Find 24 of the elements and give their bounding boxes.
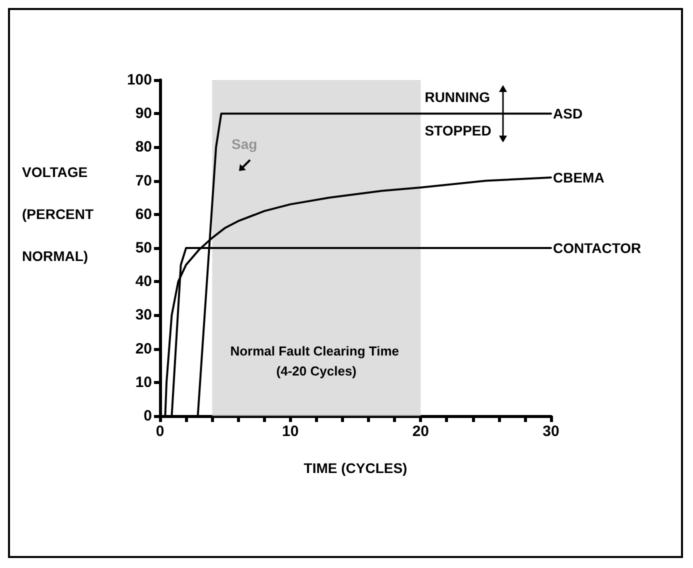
x-tick-label: 10 bbox=[282, 423, 299, 440]
x-tick-label: 30 bbox=[542, 423, 560, 440]
y-tick-label: 0 bbox=[144, 408, 152, 424]
band-label: Normal Fault Clearing Time (4-20 Cycles) bbox=[230, 344, 403, 378]
y-tick-label: 100 bbox=[126, 72, 152, 88]
y-tick-label: 50 bbox=[135, 240, 152, 256]
annotation: STOPPED bbox=[424, 122, 492, 138]
series-label: CONTACTOR bbox=[553, 240, 642, 256]
text: VOLTAGE (PERCENT NORMAL) bbox=[22, 164, 94, 264]
y-tick-label: 90 bbox=[135, 105, 152, 122]
x-tick-label: 20 bbox=[412, 423, 430, 440]
series-label: CBEMA bbox=[553, 169, 604, 186]
y-tick-label: 80 bbox=[135, 138, 152, 156]
x-axis-title: TIME (CYCLES) bbox=[304, 460, 408, 476]
y-tick-label: 20 bbox=[135, 340, 152, 358]
annotation: RUNNING bbox=[424, 88, 490, 105]
y-tick-label: 30 bbox=[135, 306, 152, 324]
x-tick-label: 0 bbox=[156, 423, 164, 440]
y-tick-label: 60 bbox=[135, 206, 152, 223]
annotation: Sag bbox=[232, 136, 258, 152]
y-tick-label: 70 bbox=[135, 172, 152, 190]
y-tick-label: 40 bbox=[135, 273, 152, 290]
y-tick-label: 10 bbox=[135, 374, 152, 391]
series-label: ASD bbox=[553, 106, 583, 122]
